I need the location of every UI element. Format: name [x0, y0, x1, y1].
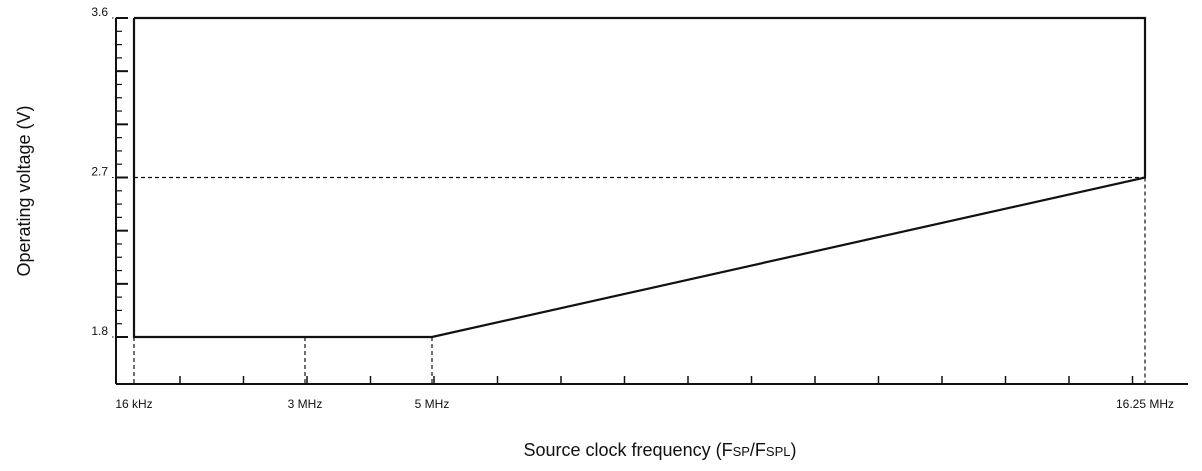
axes — [115, 18, 1188, 385]
x-tick-labels: 16 kHz 3 MHz 5 MHz 16.25 MHz — [115, 397, 1174, 411]
y-tick-labels: 1.8 2.7 3.6 — [91, 5, 116, 338]
x-tick-label: 16.25 MHz — [1116, 397, 1174, 411]
operating-region — [132, 16, 1147, 339]
x-axis-title-sub-sp: SP — [733, 444, 750, 459]
y-tick-label: 3.6 — [91, 5, 108, 19]
y-tick-label: 1.8 — [91, 324, 108, 338]
x-axis-title-mid: /F — [750, 440, 766, 460]
x-tick-label: 16 kHz — [115, 397, 152, 411]
x-tick-label: 3 MHz — [288, 397, 323, 411]
x-ticks — [179, 376, 1134, 384]
reference-lines — [133, 176, 1146, 384]
x-axis-title: Source clock frequency (FSP/FSPL) — [523, 440, 796, 460]
operating-region-boundary — [132, 16, 1147, 339]
x-axis-title-suffix: ) — [791, 440, 797, 460]
y-axis-title: Operating voltage (V) — [14, 105, 34, 276]
y-tick-label: 2.7 — [91, 165, 108, 179]
x-tick-label: 5 MHz — [415, 397, 450, 411]
x-axis-title-sub-spl: SPL — [766, 444, 791, 459]
y-ticks — [116, 17, 128, 338]
x-axis-title-prefix: Source clock frequency (F — [523, 440, 732, 460]
